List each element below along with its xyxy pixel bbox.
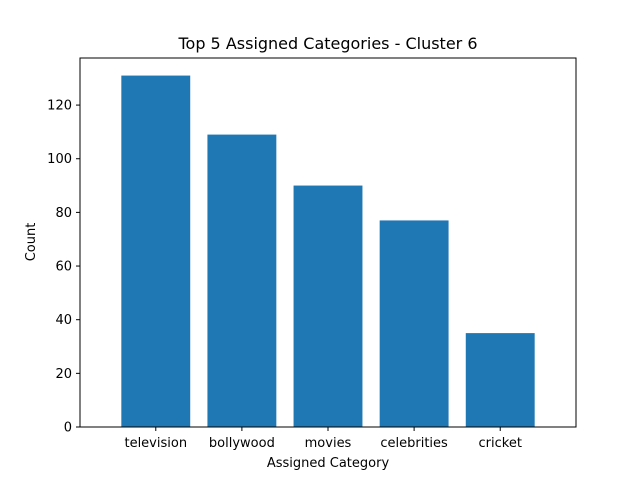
bar-cricket [465, 333, 535, 427]
bar-television [121, 75, 191, 427]
y-tick-label: 0 [64, 421, 72, 436]
bars-group [121, 75, 535, 427]
x-tick-label: bollywood [209, 436, 275, 451]
y-tick-label: 80 [55, 206, 72, 221]
bar-bollywood [207, 134, 277, 427]
y-tick-label: 20 [55, 367, 72, 382]
plot-frame [79, 57, 577, 428]
x-tick-label: television [124, 436, 187, 451]
y-tick-label: 60 [55, 260, 72, 275]
y-axis: 0 20 40 60 80 100 120 [47, 99, 80, 436]
bar-celebrities [379, 220, 449, 427]
x-tick-label: movies [305, 436, 352, 451]
y-tick-label: 100 [47, 152, 72, 167]
y-axis-title: Count [24, 223, 39, 262]
y-tick-label: 40 [55, 313, 72, 328]
x-tick-label: celebrities [380, 436, 448, 451]
y-tick-label: 120 [47, 99, 72, 114]
bar-movies [293, 185, 363, 427]
x-tick-label: cricket [479, 436, 522, 451]
x-axis: television bollywood movies celebrities cric… [124, 427, 522, 451]
x-axis-title: Assigned Category [267, 456, 390, 471]
chart-title: Top 5 Assigned Categories - Cluster 6 [177, 34, 477, 53]
